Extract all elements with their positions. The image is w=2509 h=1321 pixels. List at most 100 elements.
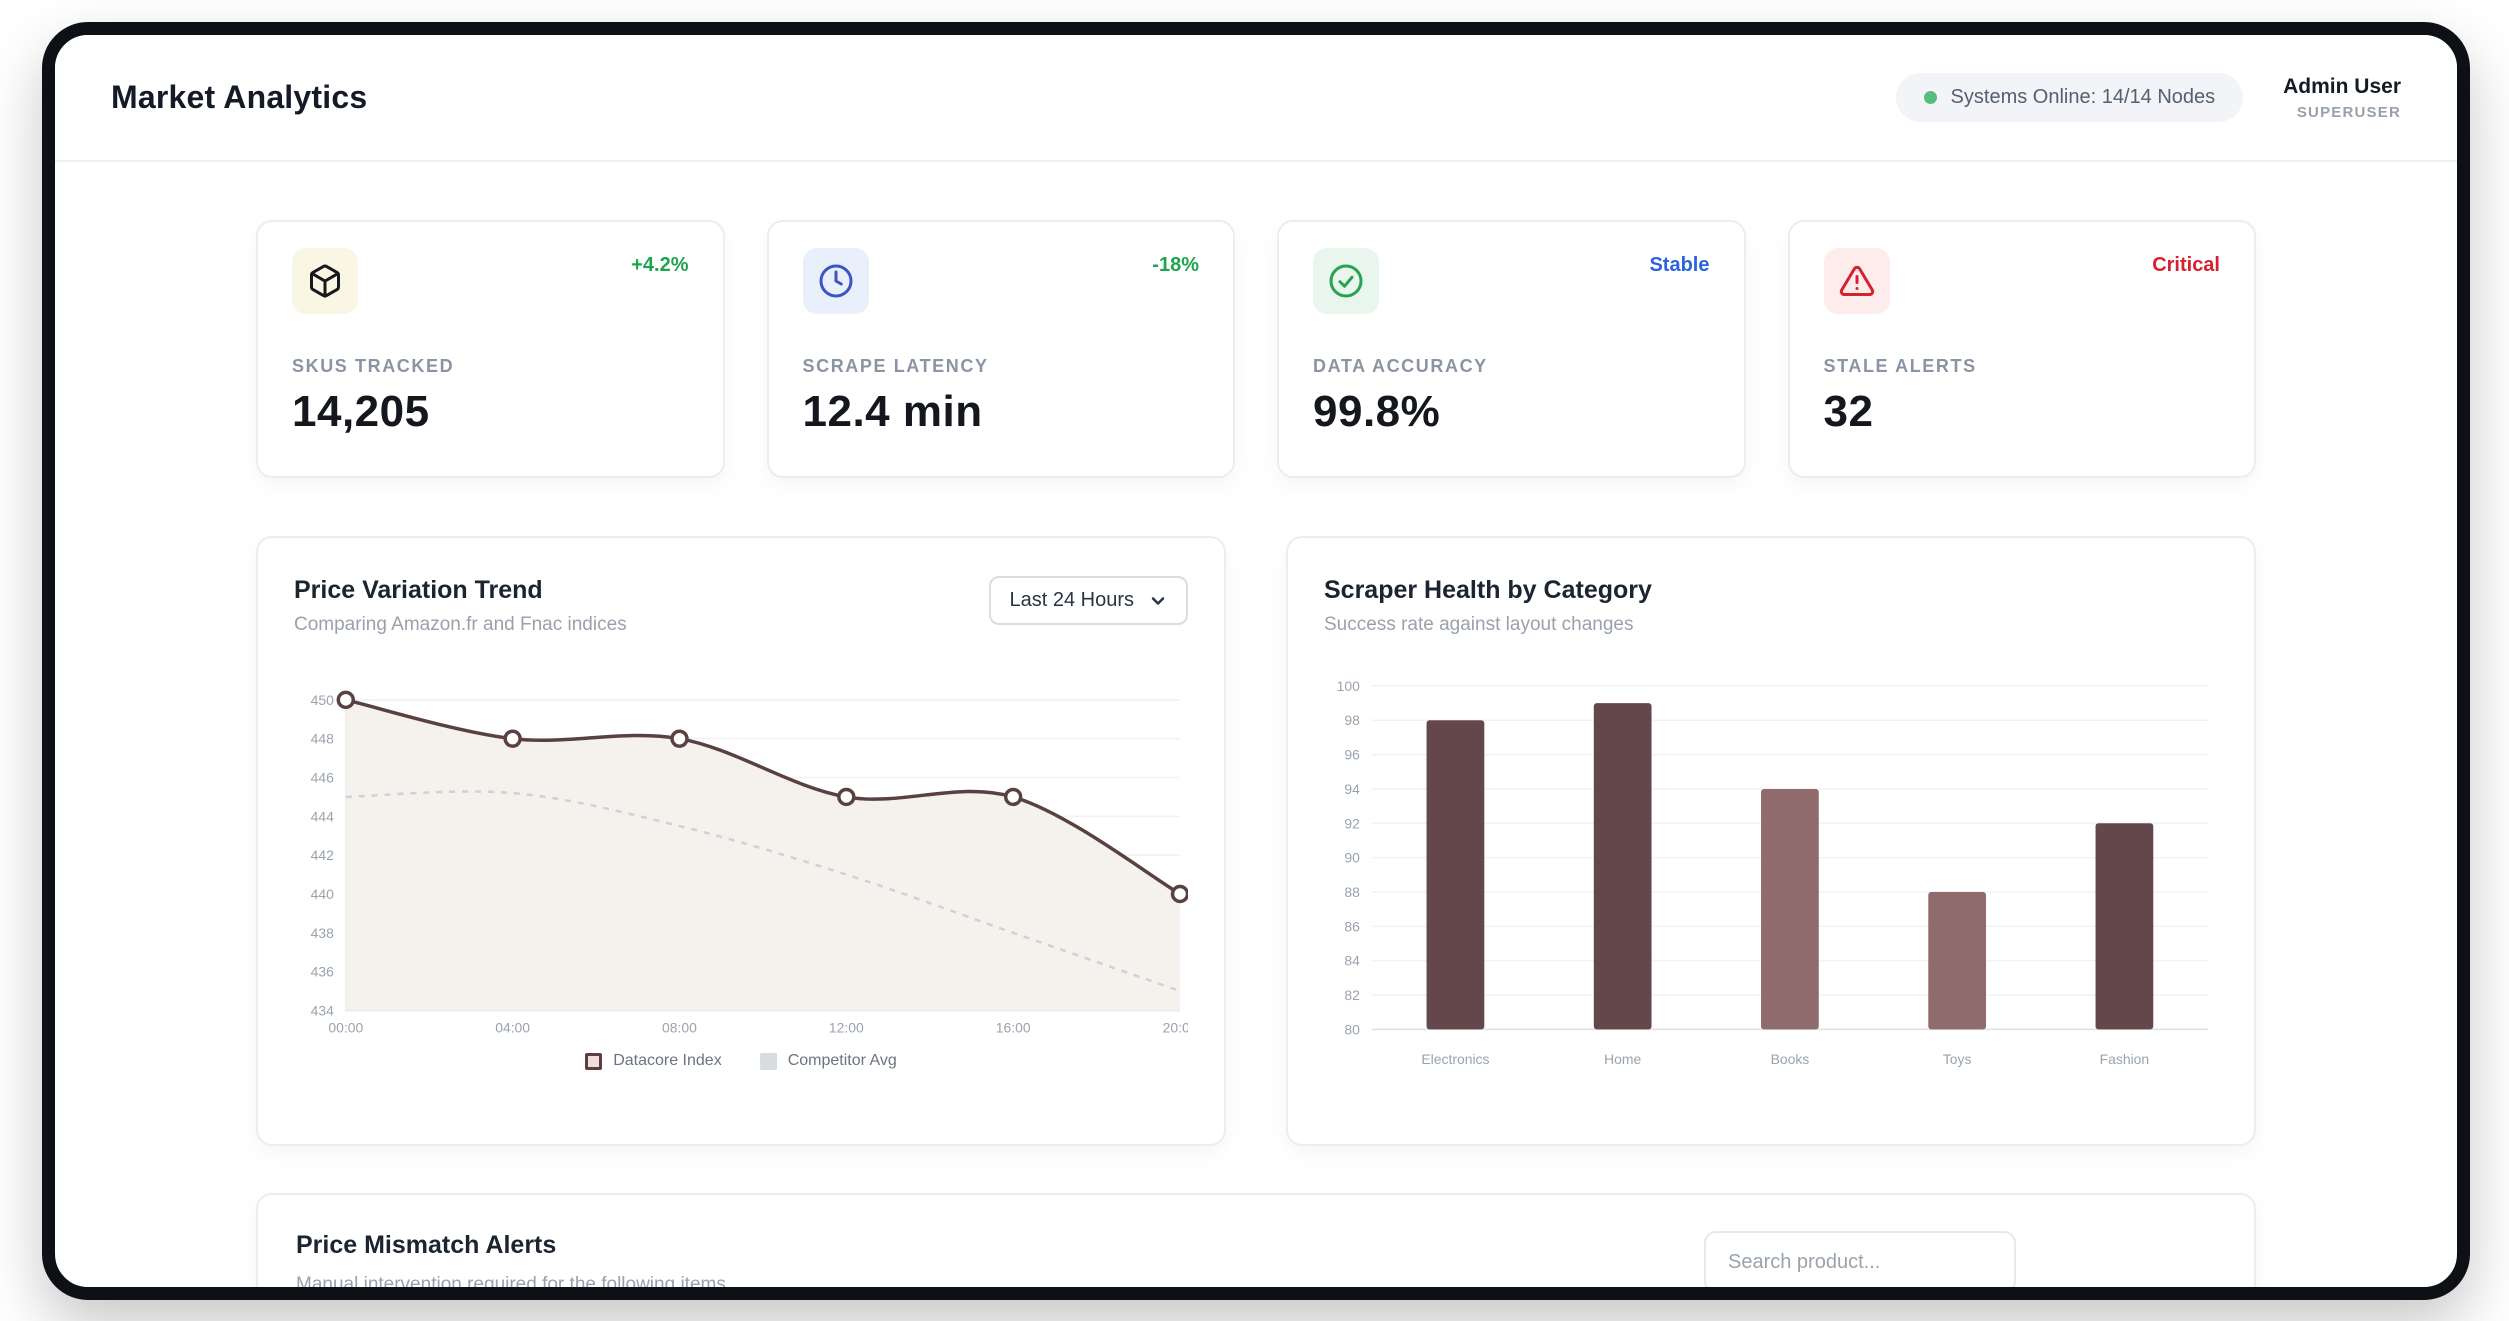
y-tick-label: 450	[311, 692, 334, 708]
y-tick-label: 86	[1344, 918, 1360, 934]
y-tick-label: 446	[311, 769, 334, 785]
y-tick-label: 434	[311, 1002, 334, 1018]
kpi-row: +4.2% SKUS TRACKED 14,205 -18% SC	[256, 220, 2256, 478]
x-tick-label: 04:00	[495, 1019, 530, 1035]
data-point-marker	[503, 729, 522, 748]
bar-chart: 100 98 96 94 92 90 88 86 84 82 80 Electronics Home Bo…	[1324, 668, 2218, 1094]
bar-chart-svg: 100 98 96 94 92 90 88 86 84 82 80 Electronics Home Bo…	[1337, 678, 2209, 1067]
kpi-delta: +4.2%	[631, 254, 689, 276]
kpi-delta: Stable	[1649, 254, 1710, 276]
x-tick-label: 08:00	[662, 1019, 697, 1035]
y-tick-label: 84	[1344, 953, 1360, 969]
legend-swatch-icon	[759, 1052, 777, 1070]
bar-chart-title: Scraper Health by Category	[1324, 576, 1652, 604]
x-tick-label: 00:00	[328, 1019, 363, 1035]
x-tick-label: 16:00	[996, 1019, 1031, 1035]
legend-item: Datacore Index	[585, 1052, 722, 1070]
kpi-label: SKUS TRACKED	[292, 356, 455, 376]
y-tick-label: 444	[311, 808, 334, 824]
y-tick-label: 92	[1344, 815, 1360, 831]
data-point-marker	[336, 690, 355, 710]
legend-label: Datacore Index	[613, 1052, 722, 1070]
kpi-value: 99.8%	[1313, 387, 1441, 436]
kpi-label: DATA ACCURACY	[1313, 356, 1488, 376]
app-window: Market Analytics Systems Online: 14/14 N…	[42, 22, 2470, 1300]
line-chart-legend: Datacore Index Competitor Avg	[294, 1052, 1188, 1070]
kpi-value: 14,205	[292, 387, 430, 436]
data-point-marker	[1003, 787, 1023, 807]
y-tick-label: 440	[311, 886, 334, 902]
x-category-label: Toys	[1943, 1051, 1972, 1067]
legend-item: Competitor Avg	[759, 1052, 897, 1070]
y-tick-label: 100	[1337, 678, 1360, 694]
datacore-line	[344, 698, 1182, 896]
y-tick-label: 448	[311, 731, 334, 747]
y-tick-label: 88	[1344, 884, 1360, 900]
alerts-subtitle: Manual intervention required for the fol…	[296, 1274, 726, 1295]
kpi-card-scrape-latency: -18% SCRAPE LATENCY 12.4 min	[766, 220, 1235, 478]
line-chart-subtitle: Comparing Amazon.fr and Fnac indices	[294, 614, 627, 635]
bar-toys	[1928, 891, 1987, 1030]
x-category-label: Electronics	[1421, 1051, 1489, 1067]
y-tick-label: 80	[1344, 1021, 1360, 1037]
status-badge: Systems Online: 14/14 Nodes	[1895, 73, 2244, 122]
user-role: SUPERUSER	[2296, 103, 2401, 121]
alert-triangle-icon	[1823, 248, 1890, 314]
y-tick-label: 438	[311, 925, 334, 941]
bar-chart-subtitle: Success rate against layout changes	[1324, 614, 1634, 635]
line-chart: 450 448 446 444 442 440 438 436 434 00:00 04:00 08:…	[294, 668, 1188, 1038]
kpi-delta: -18%	[1152, 254, 1199, 276]
status-badge-label: Systems Online: 14/14 Nodes	[1950, 86, 2216, 108]
chevron-down-icon	[1151, 596, 1165, 605]
time-range-select[interactable]: Last 24 Hours	[989, 576, 1188, 625]
search-product-input[interactable]	[1704, 1231, 2016, 1287]
kpi-card-skus-tracked: +4.2% SKUS TRACKED 14,205	[256, 220, 725, 478]
competitor-line	[345, 790, 1181, 993]
y-tick-label: 82	[1344, 987, 1360, 1003]
kpi-card-data-accuracy: Stable DATA ACCURACY 99.8%	[1277, 220, 1746, 478]
kpi-delta: Critical	[2152, 254, 2220, 276]
bar-fashion	[2095, 823, 2154, 1030]
data-point-marker	[837, 787, 856, 807]
bar-home	[1593, 703, 1652, 1030]
x-category-label: Books	[1771, 1051, 1810, 1067]
legend-label: Competitor Avg	[787, 1052, 897, 1070]
clock-icon	[802, 248, 869, 314]
user-info: Admin User SUPERUSER	[2283, 75, 2401, 121]
legend-swatch-icon	[585, 1052, 603, 1070]
page-title: Market Analytics	[111, 79, 368, 115]
y-tick-label: 98	[1344, 712, 1360, 728]
datacore-area	[345, 699, 1181, 1011]
x-tick-label: 12:00	[829, 1019, 864, 1035]
bar-electronics	[1426, 720, 1485, 1030]
price-mismatch-card: Price Mismatch Alerts Manual interventio…	[256, 1193, 2256, 1295]
charts-row: Price Variation Trend Comparing Amazon.f…	[256, 536, 2256, 1146]
kpi-card-stale-alerts: Critical STALE ALERTS 32	[1787, 220, 2256, 478]
data-point-marker	[670, 729, 689, 748]
y-tick-label: 442	[311, 847, 334, 863]
kpi-value: 12.4 min	[802, 387, 983, 436]
x-category-label: Home	[1604, 1051, 1641, 1067]
bar-books	[1761, 788, 1819, 1030]
kpi-value: 32	[1823, 387, 1874, 436]
line-chart-title: Price Variation Trend	[294, 576, 543, 604]
y-tick-label: 436	[311, 964, 334, 980]
kpi-label: SCRAPE LATENCY	[802, 356, 989, 376]
package-icon	[292, 248, 358, 314]
y-tick-label: 94	[1344, 781, 1360, 797]
scraper-health-card: Scraper Health by Category Success rate …	[1286, 536, 2256, 1146]
data-point-marker	[1170, 884, 1188, 904]
x-tick-label: 20:00	[1163, 1019, 1188, 1035]
online-dot-icon	[1923, 91, 1937, 104]
x-category-label: Fashion	[2100, 1051, 2150, 1067]
kpi-label: STALE ALERTS	[1823, 356, 1977, 376]
y-tick-label: 90	[1344, 850, 1360, 866]
alerts-title: Price Mismatch Alerts	[296, 1231, 557, 1259]
user-name: Admin User	[2283, 74, 2401, 98]
check-circle-icon	[1313, 248, 1379, 314]
price-variation-card: Price Variation Trend Comparing Amazon.f…	[256, 536, 1226, 1146]
app-header: Market Analytics Systems Online: 14/14 N…	[55, 35, 2457, 160]
header-divider	[55, 160, 2457, 162]
time-range-value: Last 24 Hours	[1009, 589, 1134, 611]
